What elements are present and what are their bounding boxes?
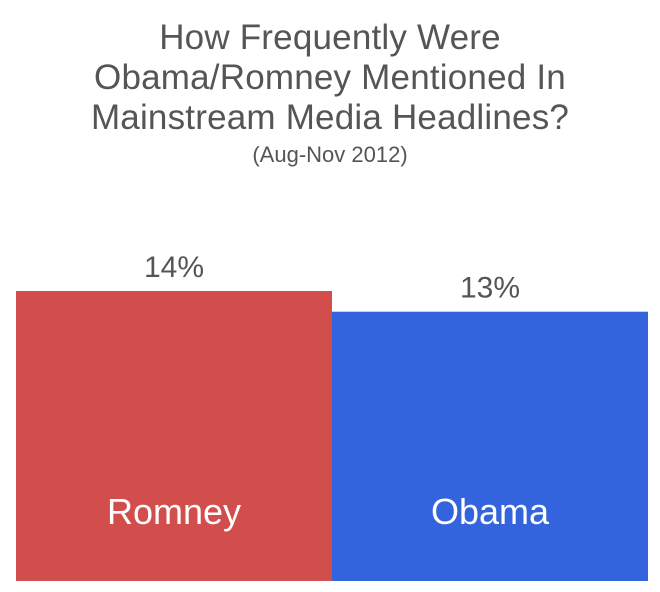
value-label-romney: 14% [144,251,204,284]
bar-obama [332,311,648,581]
chart-title: How Frequently Were Obama/Romney Mention… [0,18,660,170]
chart-title-line-2: Obama/Romney Mentioned In [94,58,566,97]
bar-romney [16,291,332,581]
value-label-obama: 13% [460,272,520,305]
category-label-obama: Obama [431,491,550,532]
chart-title-line-3: Mainstream Media Headlines? [90,98,570,137]
chart-title-line-1: How Frequently Were [159,18,501,57]
chart-subtitle: (Aug-Nov 2012) [252,142,408,167]
category-label-romney: Romney [107,491,241,532]
